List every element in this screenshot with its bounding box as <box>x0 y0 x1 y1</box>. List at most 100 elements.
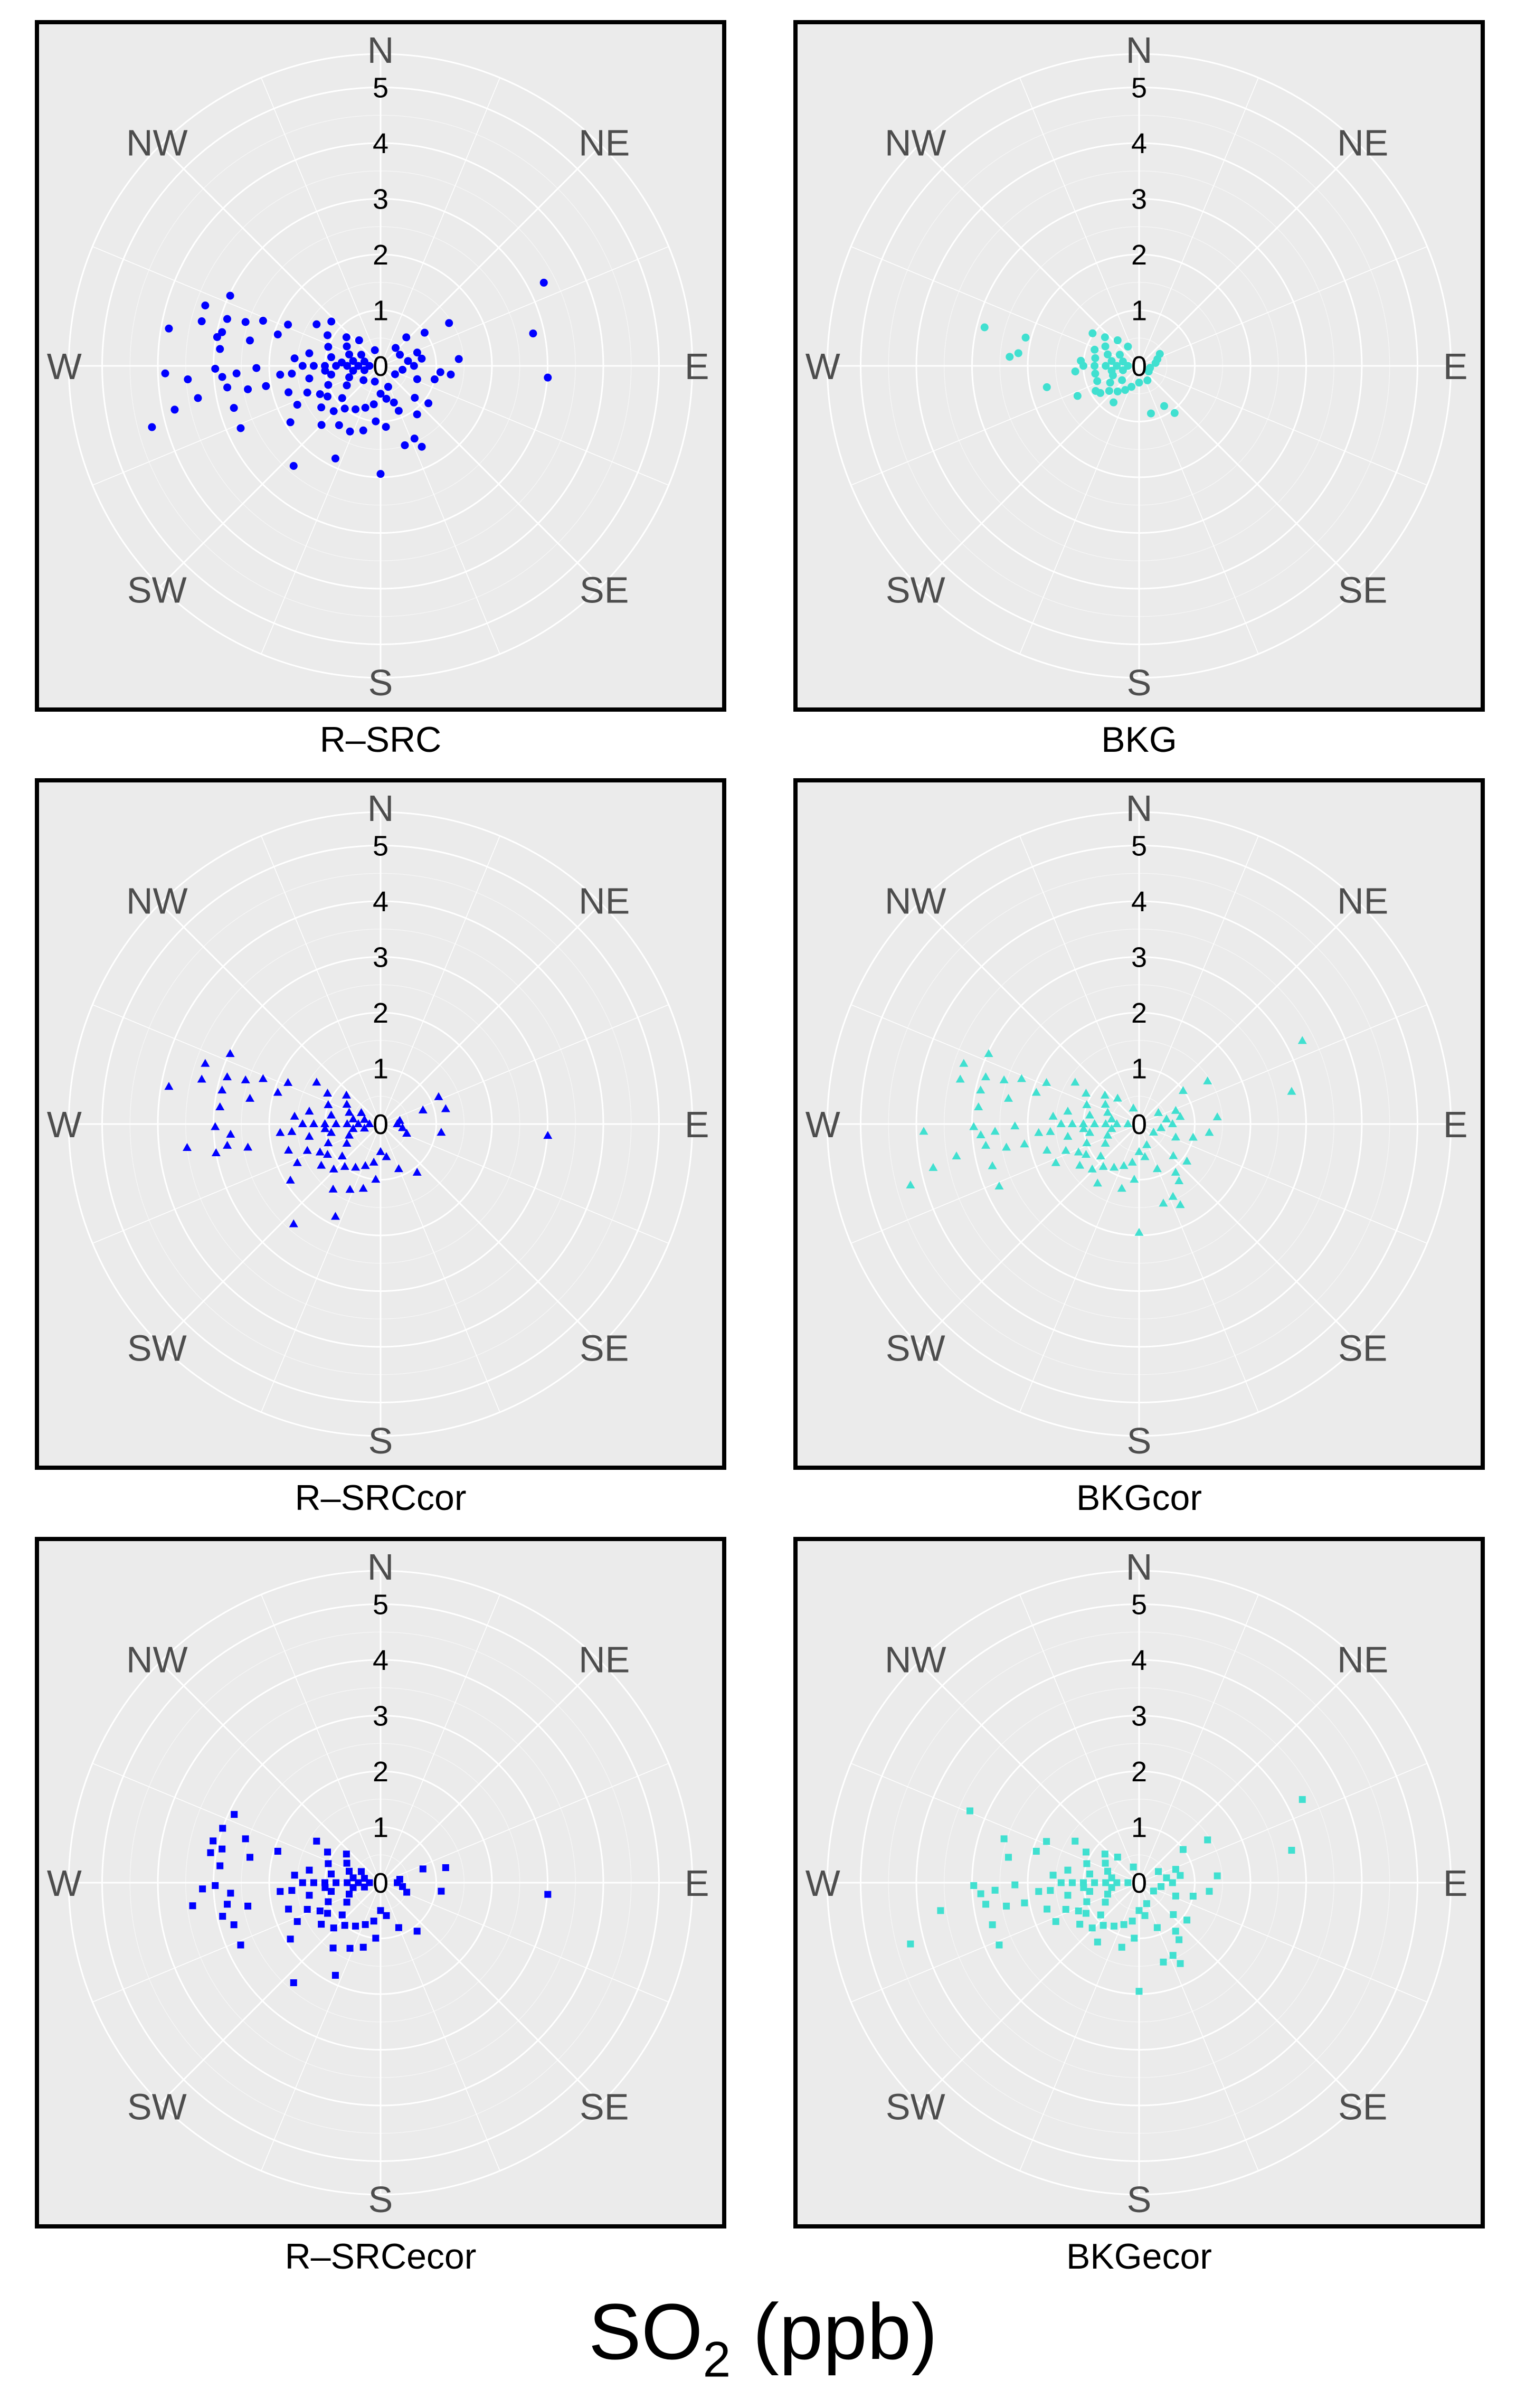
data-point <box>1112 1119 1122 1127</box>
data-point <box>1064 1866 1072 1874</box>
minor-ring-gridline <box>241 1743 520 2023</box>
spoke-gridline <box>380 1594 500 1883</box>
minor-ring-gridline <box>999 1743 1279 2023</box>
minor-ring-gridline <box>241 984 520 1264</box>
minor-ring-gridline <box>944 1687 1334 2078</box>
data-point <box>970 1882 978 1889</box>
panel-label: R–SRC <box>319 720 442 760</box>
data-point <box>1105 386 1113 395</box>
data-point <box>362 1921 369 1928</box>
panel-label: BKGcor <box>1076 1478 1202 1518</box>
data-point <box>1083 1898 1091 1905</box>
data-point <box>399 1883 406 1890</box>
data-point <box>241 1075 250 1083</box>
data-point <box>317 403 326 412</box>
data-point <box>1144 367 1153 376</box>
direction-label-n: N <box>1126 788 1153 829</box>
spoke-gridline <box>850 1763 1140 1883</box>
spoke-gridline <box>1138 1123 1360 1345</box>
data-point <box>1074 1147 1083 1156</box>
data-point <box>1102 1859 1109 1867</box>
data-point <box>401 441 409 449</box>
data-point <box>413 1928 421 1935</box>
data-point <box>377 1907 384 1914</box>
data-point <box>1160 1958 1167 1966</box>
data-point <box>919 1127 928 1135</box>
ring-gridline <box>157 900 604 1348</box>
data-point <box>222 1072 232 1081</box>
data-point <box>329 1944 337 1952</box>
direction-label-w: W <box>805 1104 840 1145</box>
data-point <box>273 1088 282 1096</box>
spoke-gridline <box>1138 1882 1360 2104</box>
data-point <box>1085 1128 1094 1136</box>
direction-label-sw: SW <box>127 1328 187 1369</box>
polar-plot-svg: 0 1 2 3 4 5N NE E SE S SW W NW <box>35 20 726 712</box>
data-point <box>1104 350 1112 358</box>
data-point <box>394 407 403 415</box>
data-point <box>1071 367 1079 376</box>
data-point <box>996 1941 1003 1949</box>
data-point <box>361 1875 368 1882</box>
data-point <box>340 1161 349 1170</box>
data-point <box>1108 1874 1115 1882</box>
data-point <box>1169 1952 1177 1959</box>
direction-label-sw: SW <box>127 2086 187 2128</box>
data-point <box>1214 1872 1221 1880</box>
data-point <box>404 357 412 365</box>
spoke-gridline <box>1139 365 1259 655</box>
direction-label-w: W <box>47 1104 82 1145</box>
data-point <box>324 1138 333 1147</box>
data-point <box>1063 1107 1073 1115</box>
data-point <box>1119 357 1127 366</box>
spoke-gridline <box>1019 1123 1140 1413</box>
spoke-gridline <box>159 1661 382 1884</box>
data-point <box>326 1110 336 1119</box>
data-point <box>1101 342 1110 351</box>
spoke-gridline <box>918 1123 1140 1345</box>
data-point <box>1103 1108 1113 1116</box>
r-tick-label: 2 <box>373 239 388 271</box>
data-point <box>332 362 340 370</box>
data-point <box>219 1845 226 1853</box>
direction-label-se: SE <box>580 1328 629 1369</box>
r-tick-label: 0 <box>1131 1109 1147 1140</box>
data-point <box>410 435 419 443</box>
data-point <box>359 1943 367 1951</box>
data-point <box>1170 409 1179 417</box>
data-point <box>1091 1879 1098 1886</box>
data-point <box>1102 1879 1110 1886</box>
data-point <box>333 1879 340 1886</box>
data-point <box>161 369 169 377</box>
spoke-gridline <box>159 1882 382 2104</box>
data-point <box>359 376 368 384</box>
spoke-gridline <box>380 1763 669 1883</box>
ring-gridline <box>268 1012 493 1236</box>
spoke-gridline <box>1019 77 1140 366</box>
polar-plot-panel: 0 1 2 3 4 5 N NE E SE S SW W NW <box>793 1537 1485 2228</box>
data-point <box>345 1130 354 1139</box>
minor-ring-gridline <box>944 929 1334 1319</box>
data-point <box>438 1887 445 1895</box>
data-point <box>1172 1928 1179 1935</box>
data-point <box>1032 1847 1040 1855</box>
spoke-gridline <box>918 365 1140 587</box>
data-point <box>219 1913 226 1920</box>
direction-label-se: SE <box>580 570 629 611</box>
data-point <box>391 370 399 379</box>
data-point <box>1043 1838 1050 1845</box>
data-point <box>1003 1902 1010 1910</box>
data-point <box>1079 1119 1088 1127</box>
data-point <box>1130 1863 1137 1871</box>
ring-gridline <box>860 1603 1418 2162</box>
data-point <box>227 1890 234 1897</box>
data-point <box>312 320 321 328</box>
data-point <box>232 369 241 377</box>
direction-label-sw: SW <box>886 2086 945 2128</box>
spoke-gridline <box>261 1882 381 2171</box>
data-point <box>223 383 232 392</box>
data-point <box>1098 1161 1108 1170</box>
minor-ring-gridline <box>1055 1799 1223 1967</box>
panel-label: BKGecor <box>1066 2236 1212 2277</box>
data-point <box>211 364 220 373</box>
